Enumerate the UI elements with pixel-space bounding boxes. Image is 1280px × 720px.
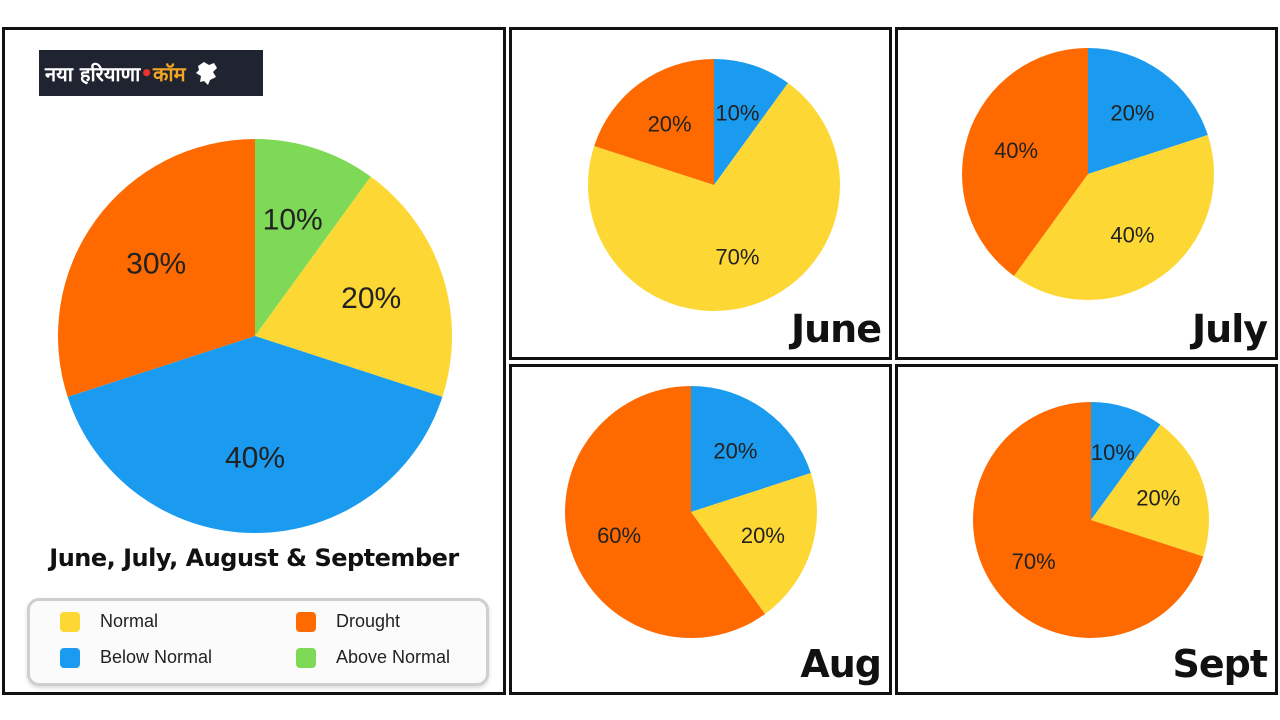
- july-chart-title: July: [1192, 307, 1268, 351]
- aug-chart-panel: 20% 20% 60% Aug: [509, 364, 892, 695]
- aug-pie-chart: 20% 20% 60%: [565, 386, 817, 638]
- july-slice-label-normal: 40%: [1110, 223, 1154, 248]
- sept-slice-normal: [1091, 424, 1209, 557]
- legend-item-above-normal: Above Normal: [296, 647, 450, 668]
- logo-text-suffix: कॉम: [153, 61, 186, 86]
- june-slice-drought: [594, 59, 714, 185]
- combined-slice-label-normal: 20%: [341, 282, 401, 315]
- aug-chart-title: Aug: [800, 642, 882, 686]
- july-slice-label-below-normal: 20%: [1110, 100, 1154, 125]
- combined-slice-above-normal: [255, 139, 371, 336]
- july-pie-chart: 20% 40% 40%: [961, 47, 1214, 301]
- combined-slice-label-drought: 30%: [126, 248, 186, 281]
- july-slice-label-drought: 40%: [994, 138, 1038, 163]
- combined-chart-title: June, July, August & September: [49, 544, 459, 572]
- aug-slice-drought: [565, 386, 766, 638]
- sept-slice-label-below-normal: 10%: [1091, 440, 1135, 465]
- legend-swatch-above-normal: [296, 647, 316, 668]
- combined-chart-panel: नया हरियाणा • कॉम 10% 20% 40% 30% June, July,…: [2, 27, 506, 695]
- sept-slice-below-normal: [1091, 402, 1161, 520]
- sept-slice-label-drought: 70%: [1012, 549, 1056, 574]
- sept-chart-panel: 10% 20% 70% Sept: [895, 364, 1278, 695]
- july-slice-below-normal: [1088, 48, 1208, 174]
- june-slice-label-below-normal: 10%: [715, 101, 759, 126]
- legend-label-drought: Drought: [336, 611, 401, 631]
- legend-label-normal: Normal: [100, 611, 159, 631]
- sept-pie-chart: 10%20% 70%: [972, 402, 1209, 638]
- legend-item-below-normal: Below Normal: [60, 647, 212, 668]
- combined-slice-label-above-normal: 10%: [263, 203, 323, 236]
- haryana-map-icon: [195, 62, 217, 85]
- legend-label-above-normal: Above Normal: [336, 647, 451, 667]
- aug-slice-below-normal: [691, 386, 811, 512]
- june-slice-label-drought: 20%: [648, 111, 692, 136]
- sept-slice-label-normal: 20%: [1136, 486, 1180, 511]
- july-slice-normal: [1013, 135, 1214, 301]
- legend-swatch-below-normal: [60, 647, 80, 668]
- june-slice-below-normal: [714, 59, 789, 185]
- legend-item-normal: Normal: [60, 611, 158, 632]
- june-chart-panel: 10% 70% 20% June: [509, 27, 892, 360]
- june-slice-normal: [588, 83, 841, 311]
- legend-swatch-normal: [60, 611, 80, 632]
- july-slice-drought: [961, 47, 1088, 276]
- sept-slice-drought: [972, 402, 1204, 638]
- combined-slice-normal: [255, 176, 453, 397]
- aug-slice-label-drought: 60%: [597, 523, 641, 548]
- july-chart-panel: 20% 40% 40% July: [895, 27, 1278, 360]
- combined-slice-below-normal: [67, 336, 443, 534]
- june-pie-chart: 10% 70% 20%: [588, 59, 841, 311]
- aug-slice-label-below-normal: 20%: [713, 438, 757, 463]
- aug-slice-label-normal: 20%: [741, 523, 785, 548]
- legend-item-drought: Drought: [296, 611, 400, 632]
- combined-pie-chart: 10% 20% 40% 30%: [57, 139, 453, 534]
- logo-text: नया हरियाणा: [45, 61, 141, 86]
- site-logo[interactable]: नया हरियाणा • कॉम: [39, 50, 263, 96]
- legend-label-below-normal: Below Normal: [100, 647, 213, 667]
- combined-slice-drought: [57, 139, 255, 397]
- sept-chart-title: Sept: [1172, 642, 1268, 686]
- legend-swatch-drought: [296, 611, 316, 632]
- combined-slice-label-below-normal: 40%: [225, 442, 285, 475]
- aug-slice-normal: [691, 473, 817, 614]
- june-chart-title: June: [790, 307, 882, 351]
- june-slice-label-normal: 70%: [715, 244, 759, 269]
- logo-dot: •: [140, 61, 154, 85]
- chart-legend: Normal Drought Below Normal Above Normal: [27, 598, 489, 686]
